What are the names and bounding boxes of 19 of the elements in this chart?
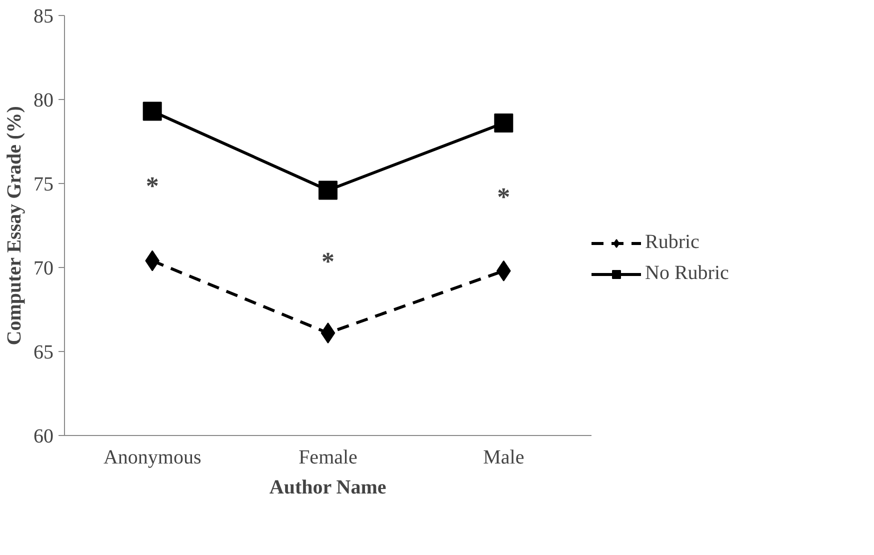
y-tick-label: 60 — [34, 426, 54, 448]
point — [494, 114, 514, 133]
x-axis-title: Author Name — [269, 476, 386, 498]
point — [318, 180, 338, 200]
x-tick-label: Female — [298, 446, 358, 468]
x-tick-label: Male — [483, 446, 524, 468]
x-tick-label: Anonymous — [103, 446, 202, 468]
y-tick-label: 80 — [34, 90, 54, 112]
annotation: * — [497, 182, 510, 212]
y-tick-label: 85 — [34, 6, 54, 28]
y-tick-label: 65 — [34, 342, 54, 364]
annotation: * — [322, 247, 334, 276]
annotation: * — [146, 172, 159, 201]
legend-label: Rubric — [645, 231, 700, 254]
y-tick-label: 75 — [34, 174, 54, 196]
legend-label: No Rubric — [645, 262, 729, 285]
y-axis-title: Computer Essay Grade (%) — [4, 106, 26, 346]
point — [142, 102, 162, 121]
y-tick-label: 70 — [34, 258, 54, 280]
